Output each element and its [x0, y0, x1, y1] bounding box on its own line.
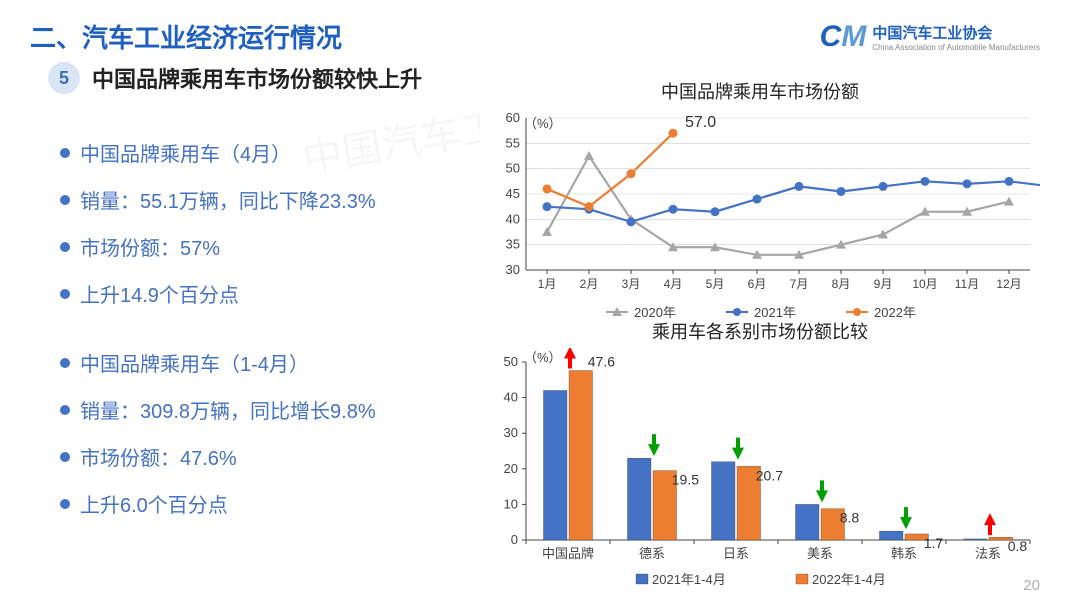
line-chart: 中国品牌乘用车市场份额 30 35 40 45 50 55 60 1月 2月 3月 4月 5月 6月 7月… [480, 78, 1040, 331]
svg-text:60: 60 [506, 110, 520, 125]
svg-text:5月: 5月 [706, 277, 725, 291]
svg-text:10: 10 [504, 496, 518, 511]
svg-text:日系: 日系 [723, 546, 749, 561]
svg-text:30: 30 [506, 262, 520, 277]
svg-text:50: 50 [504, 354, 518, 369]
bar-chart-svg: 0 10 20 30 40 50 （%） 中国品牌 德系 日系 美系 韩系 法系 47.6 19.5 20.7… [480, 348, 1040, 596]
svg-text:0: 0 [511, 532, 518, 547]
bullet-item: 中国品牌乘用车（4月） [60, 138, 376, 167]
svg-text:7月: 7月 [790, 277, 809, 291]
svg-text:2月: 2月 [580, 277, 599, 291]
svg-text:德系: 德系 [639, 546, 665, 561]
logo-mark-icon: CM [820, 22, 867, 52]
svg-text:2022年1-4月: 2022年1-4月 [812, 572, 886, 587]
svg-text:11月: 11月 [955, 277, 979, 291]
sub-heading-row: 5 中国品牌乘用车市场份额较快上升 [48, 62, 422, 94]
svg-text:40: 40 [504, 390, 518, 405]
svg-text:（%）: （%） [524, 350, 562, 365]
svg-text:4月: 4月 [664, 277, 683, 291]
bullet-item: 销量：55.1万辆，同比下降23.3% [60, 185, 376, 214]
bar-chart: 乘用车各系别市场份额比较 0 10 20 30 40 50 （%） 中国品牌 德系 日系 美系 韩系 法… [480, 318, 1040, 601]
svg-text:30: 30 [504, 425, 518, 440]
svg-text:3月: 3月 [622, 277, 641, 291]
logo-en: China Association of Automobile Manufact… [872, 43, 1040, 52]
bullet-group-top: 中国品牌乘用车（4月） 销量：55.1万辆，同比下降23.3% 市场份额：57%… [60, 138, 376, 326]
header: 二、汽车工业经济运行情况 CM 中国汽车工业协会 China Associati… [0, 18, 1080, 55]
svg-text:0.8: 0.8 [1008, 538, 1028, 554]
svg-text:中国品牌: 中国品牌 [542, 546, 594, 561]
svg-text:55: 55 [506, 135, 520, 150]
svg-text:19.5: 19.5 [672, 472, 699, 488]
line-chart-title: 中国品牌乘用车市场份额 [480, 78, 1040, 104]
svg-text:法系: 法系 [975, 546, 1001, 561]
bar-chart-title: 乘用车各系别市场份额比较 [480, 318, 1040, 344]
logo-cn: 中国汽车工业协会 [872, 22, 1040, 43]
svg-text:45: 45 [506, 186, 520, 201]
svg-text:6月: 6月 [748, 277, 767, 291]
svg-text:8月: 8月 [832, 277, 851, 291]
svg-text:50: 50 [506, 161, 520, 176]
svg-text:韩系: 韩系 [891, 546, 917, 561]
svg-text:9月: 9月 [874, 277, 893, 291]
bullet-item: 上升14.9个百分点 [60, 279, 376, 308]
svg-text:1.7: 1.7 [924, 535, 944, 551]
svg-text:20.7: 20.7 [756, 467, 783, 483]
svg-text:（%）: （%） [524, 116, 562, 131]
bullet-item: 市场份额：57% [60, 232, 376, 261]
svg-text:1月: 1月 [538, 277, 557, 291]
svg-text:2021年1-4月: 2021年1-4月 [652, 572, 726, 587]
bullet-item: 上升6.0个百分点 [60, 489, 376, 518]
svg-text:35: 35 [506, 237, 520, 252]
svg-text:美系: 美系 [807, 546, 833, 561]
bullet-item: 市场份额：47.6% [60, 442, 376, 471]
section-number-badge: 5 [48, 62, 80, 94]
sub-heading: 中国品牌乘用车市场份额较快上升 [92, 62, 422, 94]
bullet-group-bottom: 中国品牌乘用车（1-4月） 销量：309.8万辆，同比增长9.8% 市场份额：4… [60, 348, 376, 536]
svg-text:47.6: 47.6 [588, 354, 615, 370]
svg-text:10月: 10月 [912, 277, 937, 291]
svg-text:57.0: 57.0 [685, 114, 716, 131]
svg-text:12月: 12月 [996, 277, 1021, 291]
svg-text:20: 20 [504, 461, 518, 476]
page-title: 二、汽车工业经济运行情况 [30, 18, 342, 55]
svg-text:40: 40 [506, 211, 520, 226]
logo: CM 中国汽车工业协会 China Association of Automob… [820, 22, 1040, 52]
bullet-item: 销量：309.8万辆，同比增长9.8% [60, 395, 376, 424]
bullet-item: 中国品牌乘用车（1-4月） [60, 348, 376, 377]
svg-text:8.8: 8.8 [840, 510, 860, 526]
page-number: 20 [1023, 577, 1040, 594]
line-chart-svg: 30 35 40 45 50 55 60 1月 2月 3月 4月 5月 6月 7月 8月 9月 10月 11月 12… [480, 108, 1040, 326]
